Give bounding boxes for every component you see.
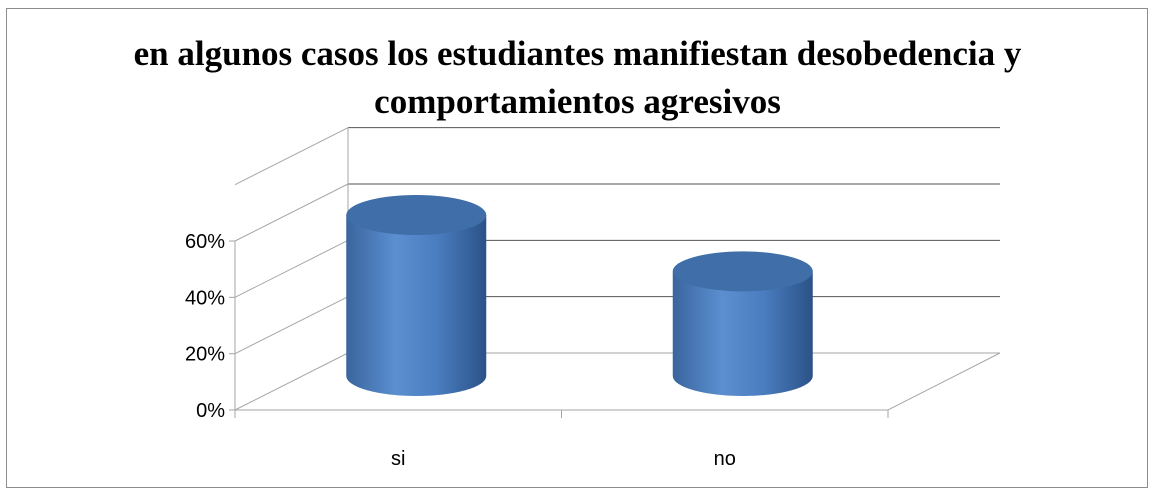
- bar-body: [672, 271, 813, 397]
- bar-body: [346, 215, 487, 397]
- y-tick-label: 40%: [185, 287, 225, 309]
- bar-top: [346, 195, 487, 235]
- bar-no: [672, 251, 813, 397]
- gridline-left: [234, 296, 349, 355]
- bar-top: [672, 251, 813, 292]
- floor-right: [887, 352, 1001, 411]
- x-tick-label: si: [391, 448, 405, 470]
- y-tick-label: 20%: [185, 344, 225, 366]
- gridline-left: [234, 239, 349, 298]
- axis-layer: 0% 20% 40% 60% si no: [185, 231, 889, 470]
- y-tick-label: 0%: [196, 400, 225, 422]
- chart-title-text: en algunos casos los estudiantes manifie…: [133, 34, 1022, 121]
- x-tick-label: no: [714, 448, 736, 470]
- chart-title: en algunos casos los estudiantes manifie…: [0, 30, 1155, 126]
- gridline-left: [234, 183, 349, 242]
- bar-si: [346, 195, 487, 397]
- bar-layer: [346, 195, 813, 397]
- y-tick-label: 60%: [185, 231, 225, 253]
- gridline-left: [234, 127, 349, 186]
- chart-frame: [6, 8, 1148, 488]
- gridline-left: [234, 352, 349, 411]
